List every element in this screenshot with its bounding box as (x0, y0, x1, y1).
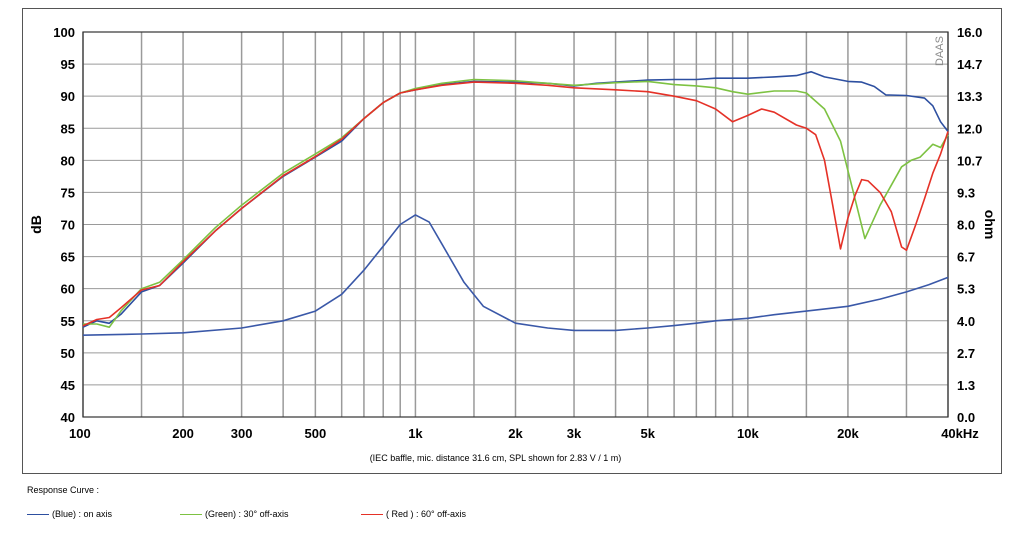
x-tick-label: 5k (641, 426, 656, 441)
legend-label-red: ( Red ) : 60° off-axis (386, 509, 466, 519)
y-right-tick-label: 5.3 (957, 282, 975, 297)
frequency-response-chart: 40 45 50 55 60 65 70 75 80 85 90 95 100 0.0 1.3 2.7 4.0 5… (28, 25, 998, 463)
x-tick-label: 300 (231, 426, 253, 441)
y-left-axis-label: dB (28, 215, 44, 234)
plot-border (82, 31, 949, 418)
legend-item-green: (Green) : 30° off-axis (180, 507, 288, 521)
y-left-tick-label: 95 (61, 57, 75, 72)
series-line-3 (82, 214, 949, 336)
x-tick-label: 20k (837, 426, 859, 441)
y-right-tick-label: 16.0 (957, 25, 982, 40)
y-right-tick-label: 4.0 (957, 314, 975, 329)
y-left-tick-label: 50 (61, 346, 75, 361)
x-tick-label: 40kHz (941, 426, 979, 441)
y-left-tick-label: 100 (53, 25, 75, 40)
y-left-tick-label: 80 (61, 153, 75, 168)
legend-swatch-blue (27, 513, 49, 515)
y-right-tick-label: 14.7 (957, 57, 982, 72)
y-left-tick-label: 55 (61, 314, 75, 329)
y-left-tick-label: 90 (61, 89, 75, 104)
legend-swatch-green (180, 513, 202, 515)
y-right-tick-label: 12.0 (957, 121, 982, 136)
y-left-tick-label: 60 (61, 282, 75, 297)
chart-frame: 40 45 50 55 60 65 70 75 80 85 90 95 100 0.0 1.3 2.7 4.0 5… (22, 8, 1002, 474)
x-tick-label: 2k (508, 426, 523, 441)
x-tick-label: 100 (69, 426, 91, 441)
y-right-tick-label: 1.3 (957, 378, 975, 393)
y-left-tick-label: 75 (61, 185, 75, 200)
x-tick-label: 200 (172, 426, 194, 441)
y-left-tick-label: 40 (61, 410, 75, 425)
legend-item-red: ( Red ) : 60° off-axis (361, 507, 466, 521)
y-right-tick-label: 13.3 (957, 89, 982, 104)
y-right-tick-label: 2.7 (957, 346, 975, 361)
y-left-tick-label: 85 (61, 121, 75, 136)
legend-title: Response Curve : (27, 485, 100, 495)
legend-swatch-red (361, 513, 383, 515)
legend-label-blue: (Blue) : on axis (52, 509, 113, 519)
x-tick-label: 10k (737, 426, 759, 441)
series-line-1 (83, 78, 949, 328)
chart-caption: (IEC baffle, mic. distance 31.6 cm, SPL … (370, 453, 622, 463)
legend-label-green: (Green) : 30° off-axis (205, 509, 289, 519)
y-right-tick-label: 6.7 (957, 250, 975, 265)
y-left-tick-label: 65 (61, 250, 75, 265)
series-line-2 (82, 81, 949, 327)
watermark-label: DAAS (934, 36, 946, 66)
y-right-tick-label: 10.7 (957, 153, 982, 168)
legend-item-blue: (Blue) : on axis (27, 507, 112, 521)
y-right-axis-label: ohm (982, 210, 998, 240)
y-right-tick-label: 8.0 (957, 218, 975, 233)
x-tick-label: 3k (567, 426, 582, 441)
y-left-tick-label: 70 (61, 218, 75, 233)
x-tick-label: 1k (408, 426, 423, 441)
x-tick-label: 500 (305, 426, 327, 441)
y-left-tick-label: 45 (61, 378, 75, 393)
y-right-tick-label: 0.0 (957, 410, 975, 425)
y-right-tick-label: 9.3 (957, 185, 975, 200)
